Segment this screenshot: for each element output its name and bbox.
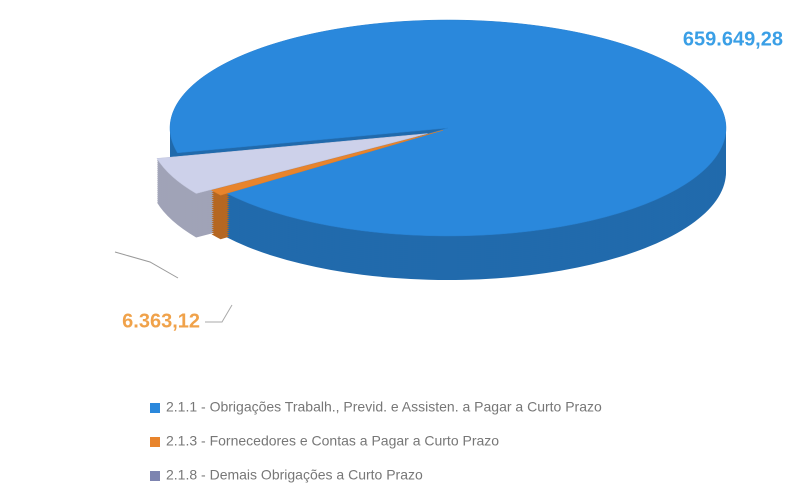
legend-swatch <box>150 403 160 413</box>
legend-label: 2.1.1 - Obrigações Trabalh., Previd. e A… <box>166 399 602 415</box>
legend-label: 2.1.8 - Demais Obrigações a Curto Prazo <box>166 467 423 483</box>
leader-line <box>114 251 179 279</box>
leader-line <box>205 304 233 323</box>
legend-swatch <box>150 471 160 481</box>
data-label: 659.649,28 <box>683 28 783 50</box>
data-label: 6.363,12 <box>122 310 200 332</box>
slice <box>156 133 428 194</box>
slice <box>210 130 443 196</box>
legend-label: 2.1.3 - Fornecedores e Contas a Pagar a … <box>166 433 499 449</box>
legend-swatch <box>150 437 160 447</box>
slice <box>169 19 727 237</box>
